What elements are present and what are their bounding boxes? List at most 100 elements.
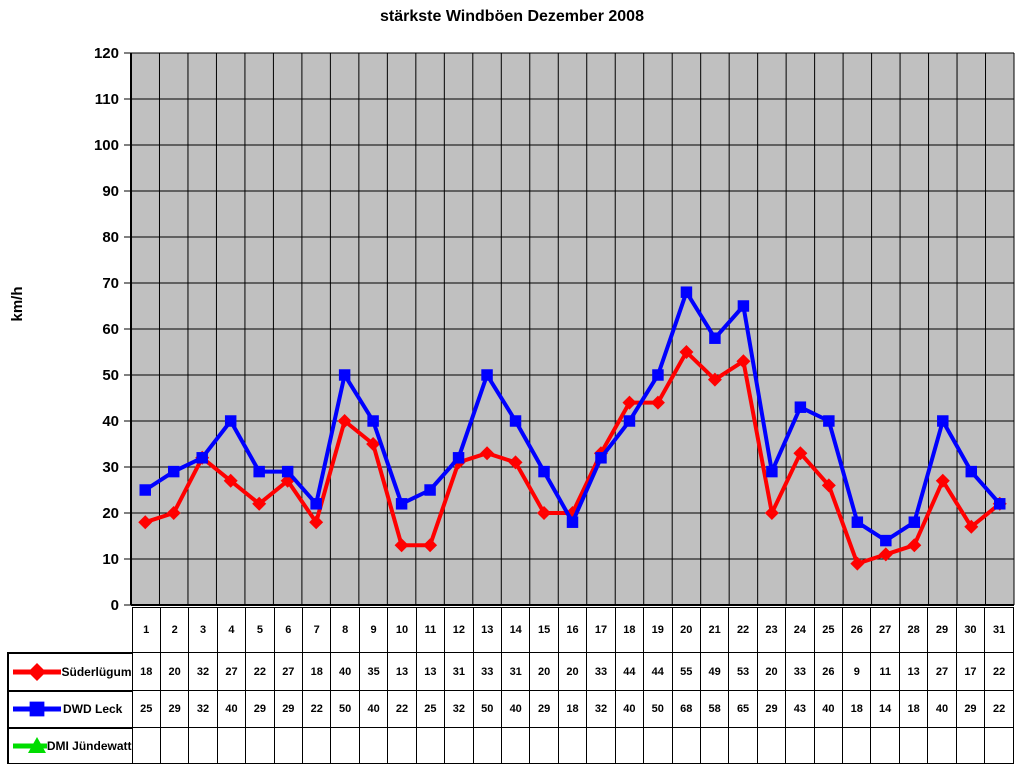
day-header-cell: 28 — [898, 607, 929, 653]
day-header-cell: 1 — [131, 607, 161, 653]
y-tick-label: 40 — [102, 413, 119, 430]
value-cell — [898, 727, 929, 764]
value-cell: 33 — [586, 652, 616, 691]
data-marker-square — [994, 498, 1006, 510]
value-cell — [216, 727, 247, 764]
value-cell — [131, 727, 161, 764]
data-marker-square — [623, 415, 636, 427]
value-cell — [387, 727, 417, 764]
value-cell: 29 — [159, 690, 190, 728]
value-cell: 27 — [273, 652, 304, 691]
y-tick-label: 10 — [102, 551, 119, 568]
value-cell: 11 — [870, 652, 900, 691]
day-header-cell: 20 — [671, 607, 701, 653]
value-cell: 18 — [898, 690, 929, 728]
y-tick-label: 100 — [94, 137, 119, 154]
value-cell — [870, 727, 900, 764]
data-marker-square — [139, 484, 151, 496]
data-marker-square — [680, 286, 693, 298]
value-cell: 43 — [785, 690, 815, 728]
data-marker-square — [766, 465, 778, 478]
value-cell: 44 — [643, 652, 673, 691]
day-header-cell: 22 — [728, 607, 758, 653]
data-marker-diamond — [821, 478, 836, 493]
value-cell — [842, 727, 872, 764]
data-marker-diamond — [166, 506, 181, 520]
y-tick-label: 60 — [102, 321, 119, 338]
day-header-cell: 16 — [557, 607, 588, 653]
data-marker-diamond — [223, 473, 238, 488]
value-cell: 22 — [387, 690, 417, 728]
value-cell: 18 — [842, 690, 872, 728]
data-marker-diamond — [964, 519, 979, 534]
legend-label: Süderlügum — [61, 664, 132, 679]
data-marker-square — [481, 369, 493, 381]
data-marker-diamond — [650, 395, 665, 410]
legend-label: DWD Leck — [63, 702, 123, 716]
y-tick-label: 110 — [95, 91, 119, 108]
data-marker-square — [452, 452, 465, 464]
value-cell: 20 — [159, 652, 190, 691]
data-marker-diamond — [309, 515, 324, 530]
value-cell: 20 — [557, 652, 588, 691]
day-header-cell: 24 — [785, 607, 815, 653]
day-header-cell: 21 — [699, 607, 730, 653]
day-header-cell: 11 — [415, 607, 446, 653]
data-marker-square — [880, 534, 892, 547]
value-cell — [444, 727, 474, 764]
data-marker-square — [851, 516, 864, 528]
value-cell: 27 — [216, 652, 247, 691]
value-cell: 31 — [500, 652, 531, 691]
data-marker-diamond — [337, 414, 352, 428]
value-cell: 20 — [529, 652, 559, 691]
day-header-cell: 8 — [330, 607, 360, 653]
value-cell — [728, 727, 758, 764]
legend-cell: DWD Leck — [7, 689, 133, 728]
wind-gust-line-chart: 0 10 20 30 40 50 60 70 80 90 100 110 120 km/h — [9, 45, 1015, 612]
data-marker-square — [424, 484, 436, 496]
value-cell: 17 — [955, 652, 986, 691]
value-cell — [415, 727, 446, 764]
value-cell — [614, 727, 645, 764]
value-cell: 40 — [216, 690, 247, 728]
value-cell: 32 — [444, 690, 474, 728]
value-cell: 9 — [842, 652, 872, 691]
data-marker-square — [965, 465, 978, 478]
y-tick-label: 20 — [102, 505, 119, 522]
data-marker-square — [709, 332, 721, 344]
day-header-cell: 3 — [188, 607, 218, 653]
value-cell: 26 — [813, 652, 844, 691]
day-header-cell: 31 — [984, 607, 1014, 653]
value-cell: 29 — [245, 690, 275, 728]
data-marker-square — [338, 369, 351, 381]
value-cell — [159, 727, 190, 764]
data-marker-square — [509, 415, 522, 427]
day-header-cell: 17 — [586, 607, 616, 653]
value-cell: 58 — [699, 690, 730, 728]
value-cell — [529, 727, 559, 764]
value-cell: 20 — [756, 652, 787, 691]
value-cell — [273, 727, 304, 764]
value-cell: 50 — [472, 690, 502, 728]
value-cell: 25 — [131, 690, 161, 728]
value-cell — [472, 727, 502, 764]
chart-data-table: 1 2 3 4 5 6 7 8 9 10 11 12 13 14 15 16 17 18 19 20 21 22 23 24 2… — [7, 607, 1014, 764]
day-header-cell: 30 — [955, 607, 986, 653]
value-cell: 29 — [529, 690, 559, 728]
value-cell — [927, 727, 957, 764]
day-header-cell: 26 — [842, 607, 872, 653]
y-tick-label: 50 — [102, 367, 119, 384]
data-marker-square — [794, 401, 807, 413]
day-header-cell: 9 — [358, 607, 389, 653]
value-cell: 44 — [614, 652, 645, 691]
value-cell: 13 — [898, 652, 929, 691]
value-cell: 13 — [387, 652, 417, 691]
data-marker-diamond — [707, 372, 722, 387]
y-axis-title: km/h — [9, 286, 26, 321]
data-marker-square — [737, 300, 750, 312]
value-cell: 50 — [643, 690, 673, 728]
value-cell: 18 — [131, 652, 161, 691]
value-cell: 33 — [785, 652, 815, 691]
day-header-cell: 4 — [216, 607, 247, 653]
